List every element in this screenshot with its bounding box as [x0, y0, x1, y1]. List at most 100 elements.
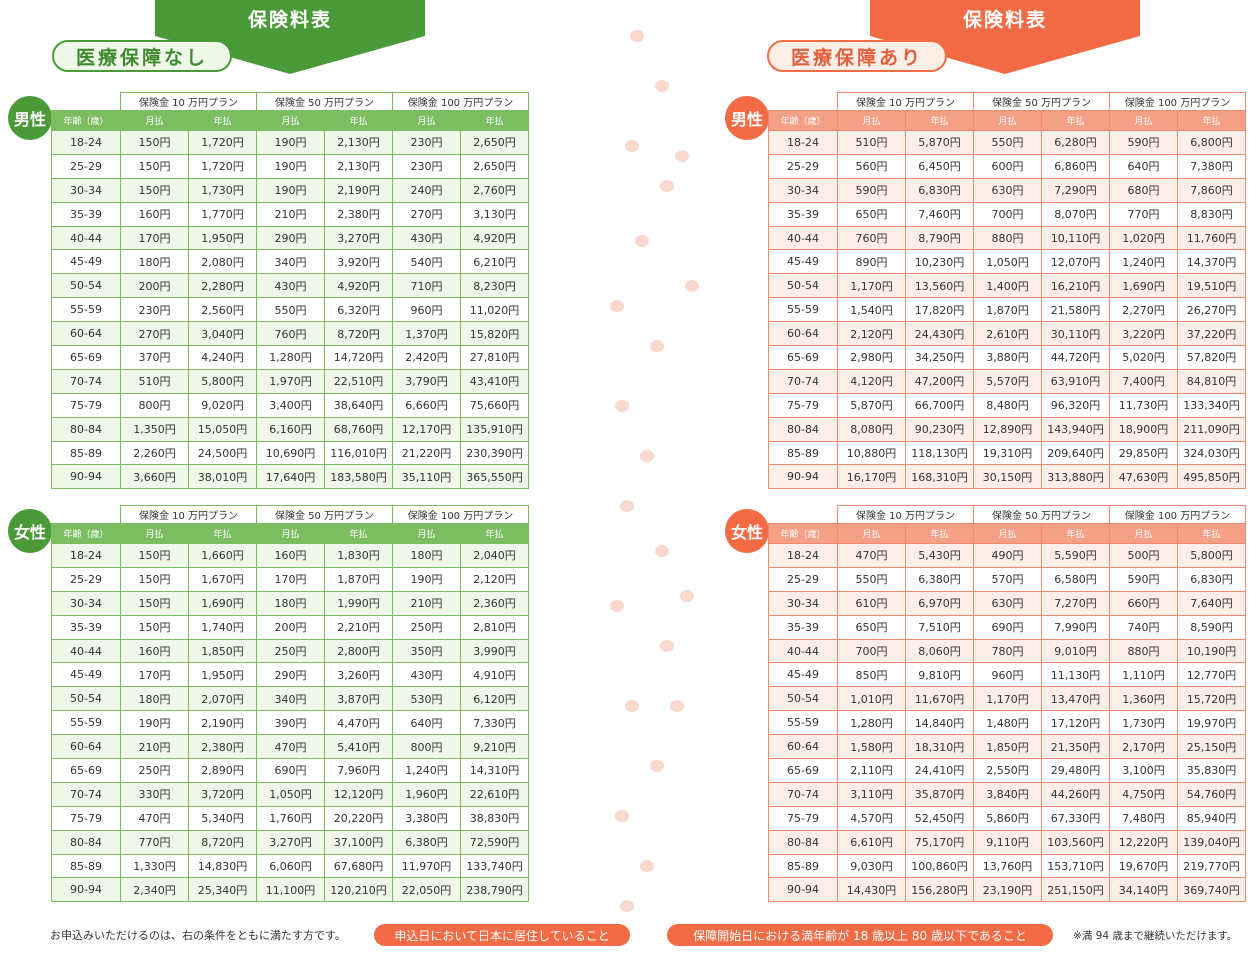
premium-cell: 2,120円	[837, 321, 906, 347]
corner-cell	[51, 92, 121, 111]
premium-cell: 230,390円	[459, 440, 530, 466]
plan-header: 保険金 100 万円プラン	[391, 92, 530, 111]
premium-cell: 6,970円	[905, 590, 974, 616]
data-row: 85-89 9,030円 100,860円 13,760円 153,710円 19,670…	[768, 853, 1247, 879]
premium-cell: 8,230円	[459, 273, 530, 299]
column-header: 年払	[905, 110, 974, 131]
corner-cell	[51, 505, 121, 524]
premium-cell: 2,550円	[973, 758, 1042, 783]
premium-cell: 190円	[256, 153, 325, 179]
premium-cell: 350円	[392, 638, 461, 664]
data-row: 50-54 200円 2,280円 430円 4,920円 710円 8,230円	[51, 273, 530, 299]
age-cell: 30-34	[51, 177, 121, 203]
premium-cell: 2,380円	[324, 201, 393, 227]
age-cell: 70-74	[768, 781, 838, 807]
data-row: 25-29 560円 6,450円 600円 6,860円 640円 7,380円	[768, 153, 1247, 179]
premium-cell: 26,270円	[1176, 297, 1247, 323]
column-header: 月払	[837, 523, 906, 544]
column-header: 年払	[1176, 523, 1247, 544]
premium-cell: 200円	[256, 614, 325, 640]
data-row: 30-34 590円 6,830円 630円 7,290円 680円 7,860円	[768, 177, 1247, 203]
age-cell: 90-94	[51, 877, 121, 903]
age-cell: 60-64	[768, 321, 838, 347]
plan-header: 保険金 10 万円プラン	[837, 92, 974, 111]
premium-cell: 30,150円	[973, 464, 1042, 490]
premium-cell: 29,850円	[1109, 440, 1178, 466]
premium-cell: 180円	[392, 543, 461, 568]
data-row: 75-79 4,570円 52,450円 5,860円 67,330円 7,480円 85,…	[768, 805, 1247, 831]
premium-cell: 770円	[1109, 201, 1178, 227]
age-cell: 30-34	[768, 590, 838, 616]
premium-cell: 5,430円	[905, 543, 974, 568]
age-cell: 35-39	[768, 201, 838, 227]
premium-cell: 6,450円	[905, 153, 974, 179]
premium-cell: 1,050円	[973, 249, 1042, 275]
column-header: 年払	[188, 523, 257, 544]
premium-cell: 4,920円	[324, 273, 393, 299]
age-cell: 45-49	[768, 249, 838, 275]
premium-table: 保険金 10 万円プラン 保険金 50 万円プラン 保険金 100 万円プラン 年齢（…	[51, 92, 530, 490]
premium-cell: 4,470円	[324, 710, 393, 736]
premium-cell: 38,010円	[188, 464, 257, 490]
premium-cell: 30,110円	[1041, 321, 1110, 347]
plan-row: 保険金 10 万円プラン 保険金 50 万円プラン 保険金 100 万円プラン	[51, 92, 530, 111]
premium-cell: 251,150円	[1041, 877, 1110, 903]
premium-cell: 37,100円	[324, 829, 393, 855]
age-cell: 18-24	[51, 543, 121, 568]
data-row: 70-74 510円 5,800円 1,970円 22,510円 3,790円 43,410…	[51, 368, 530, 394]
premium-cell: 7,290円	[1041, 177, 1110, 203]
plan-header: 保険金 10 万円プラン	[837, 505, 974, 524]
premium-cell: 34,140円	[1109, 877, 1178, 903]
premium-cell: 3,270円	[256, 829, 325, 855]
data-row: 25-29 550円 6,380円 570円 6,580円 590円 6,830円	[768, 566, 1247, 592]
paw	[660, 180, 674, 192]
age-cell: 40-44	[768, 638, 838, 664]
premium-table: 保険金 10 万円プラン 保険金 50 万円プラン 保険金 100 万円プラン 年齢（…	[768, 92, 1247, 490]
premium-cell: 24,410円	[905, 758, 974, 783]
premium-cell: 47,200円	[905, 368, 974, 394]
gender-badge: 男性	[725, 96, 769, 140]
premium-cell: 3,270円	[324, 225, 393, 251]
age-cell: 55-59	[768, 710, 838, 736]
data-row: 65-69 250円 2,890円 690円 7,960円 1,240円 14,310円	[51, 758, 530, 783]
premium-cell: 2,560円	[188, 297, 257, 323]
premium-cell: 8,720円	[324, 321, 393, 347]
premium-cell: 133,740円	[459, 853, 530, 879]
age-cell: 25-29	[51, 566, 121, 592]
column-header: 月払	[837, 110, 906, 131]
column-header: 月払	[1109, 110, 1178, 131]
premium-cell: 100,860円	[905, 853, 974, 879]
age-cell: 85-89	[51, 440, 121, 466]
premium-cell: 190円	[392, 566, 461, 592]
premium-cell: 250円	[392, 614, 461, 640]
sub-header-row: 年齢（歳） 月払 年払 月払 年払 月払 年払	[51, 110, 530, 131]
premium-cell: 17,640円	[256, 464, 325, 490]
premium-cell: 340円	[256, 686, 325, 712]
age-cell: 65-69	[51, 758, 121, 783]
column-header: 月払	[392, 110, 461, 131]
condition: 申込日において日本に居住していること	[374, 924, 630, 946]
premium-cell: 14,830円	[188, 853, 257, 879]
premium-cell: 5,800円	[188, 368, 257, 394]
premium-cell: 2,650円	[459, 130, 530, 155]
age-cell: 45-49	[51, 249, 121, 275]
premium-cell: 44,260円	[1041, 781, 1110, 807]
premium-cell: 67,330円	[1041, 805, 1110, 831]
premium-cell: 9,210円	[459, 734, 530, 760]
premium-cell: 1,240円	[1109, 249, 1178, 275]
age-cell: 40-44	[768, 225, 838, 251]
premium-cell: 5,590円	[1041, 543, 1110, 568]
age-cell: 60-64	[51, 734, 121, 760]
column-header: 月払	[1109, 523, 1178, 544]
paw	[620, 900, 634, 912]
premium-cell: 200円	[120, 273, 189, 299]
premium-cell: 2,890円	[188, 758, 257, 783]
column-header: 年齢（歳）	[51, 523, 121, 544]
premium-cell: 7,640円	[1176, 590, 1247, 616]
premium-cell: 18,310円	[905, 734, 974, 760]
table-body: 保険金 10 万円プラン 保険金 50 万円プラン 保険金 100 万円プラン 年齢（…	[51, 505, 530, 903]
premium-cell: 1,350円	[120, 416, 189, 442]
premium-cell: 27,810円	[459, 345, 530, 370]
premium-cell: 7,860円	[1176, 177, 1247, 203]
